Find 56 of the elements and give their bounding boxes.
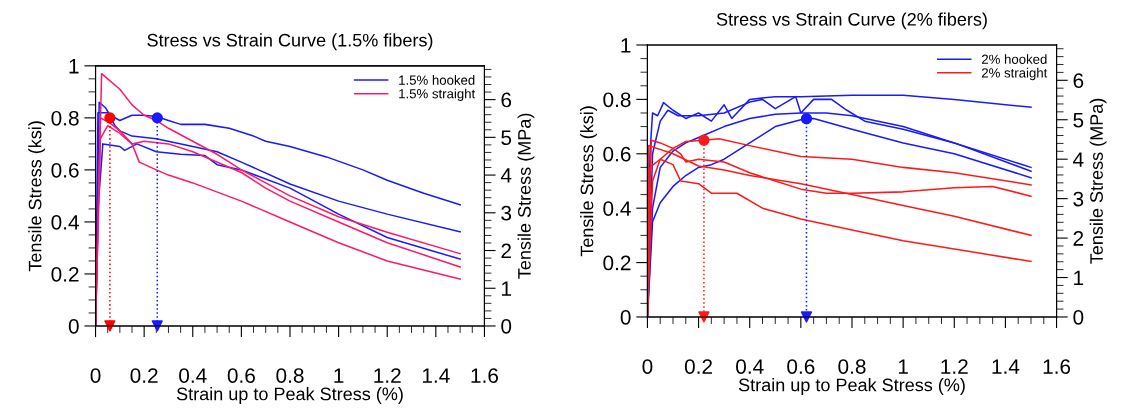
y2-tick-label: 0 — [501, 318, 512, 334]
legend-label: 1.5% hooked — [399, 75, 475, 85]
x-tick-label: 0.8 — [276, 368, 304, 383]
x-tick-label: 0.6 — [227, 368, 255, 383]
y-tick-label: 0.8 — [603, 92, 631, 108]
y2-tick-label: 6 — [501, 92, 512, 108]
y-tick-label: 0.2 — [51, 266, 79, 282]
chart-title: Stress vs Strain Curve (2% fibers) — [716, 12, 987, 30]
y2-tick-label: 5 — [1073, 112, 1084, 128]
y2-tick-label: 6 — [1073, 73, 1084, 89]
x-tick-label: 1.2 — [941, 359, 968, 374]
y-axis-title: Tensile Stress (ksi) — [28, 121, 46, 272]
y2-axis-title: Tensile Stress (MPa) — [1089, 98, 1107, 264]
y2-tick-label: 5 — [501, 130, 512, 146]
x-tick-label: 1.4 — [992, 359, 1020, 374]
x-tick-label: 0.2 — [130, 368, 158, 383]
y2-tick-label: 1 — [502, 281, 511, 296]
x-axis-title: Strain up to Peak Stress (%) — [176, 387, 403, 404]
x-tick-label: 0.6 — [787, 359, 815, 374]
x-tick-label: 0 — [90, 368, 101, 383]
y2-tick-label: 2 — [1073, 231, 1084, 246]
x-tick-label: 1.6 — [1043, 359, 1071, 374]
legend-label: 2% straight — [981, 67, 1048, 81]
y-tick-label: 0.6 — [603, 146, 631, 162]
y2-tick-label: 3 — [1073, 191, 1084, 207]
y-tick-label: 0 — [620, 309, 631, 325]
y-tick-label: 1 — [621, 38, 631, 53]
x-tick-label: 1.2 — [374, 368, 401, 383]
y2-tick-label: 4 — [1073, 152, 1084, 167]
x-tick-label: 0.4 — [179, 368, 207, 383]
y2-tick-label: 2 — [501, 243, 511, 259]
x-tick-label: 1 — [898, 359, 908, 374]
x-tick-label: 1 — [334, 368, 344, 383]
y-axis-title: Tensile Stress (ksi) — [580, 106, 597, 257]
y-tick-label: 0 — [68, 318, 79, 334]
y-tick-label: 0.8 — [51, 110, 79, 126]
legend-label: 2% hooked — [981, 54, 1047, 64]
x-tick-label: 1.4 — [422, 368, 450, 383]
y-tick-label: 0.6 — [51, 162, 79, 178]
y-tick-label: 1 — [69, 59, 79, 74]
chart-title: Stress vs Strain Curve (1.5% fibers) — [147, 33, 433, 51]
y2-tick-label: 0 — [1073, 309, 1084, 325]
legend-label: 1.5% straight — [399, 88, 476, 101]
y-tick-label: 0.4 — [51, 214, 79, 230]
x-tick-label: 0.2 — [684, 359, 712, 374]
x-tick-label: 1.6 — [471, 368, 499, 383]
x-tick-label: 0.8 — [838, 359, 866, 374]
y2-tick-label: 1 — [1074, 270, 1084, 286]
y2-tick-label: 4 — [500, 168, 512, 183]
y2-tick-label: 3 — [501, 205, 512, 221]
y-tick-label: 0.2 — [603, 255, 631, 271]
x-tick-label: 0.4 — [736, 359, 764, 374]
y-tick-label: 0.4 — [603, 201, 631, 216]
x-tick-label: 0 — [642, 359, 653, 374]
y2-axis-title: Tensile Stress (MPa) — [517, 113, 535, 279]
x-axis-title: Strain up to Peak Stress (%) — [738, 378, 965, 395]
